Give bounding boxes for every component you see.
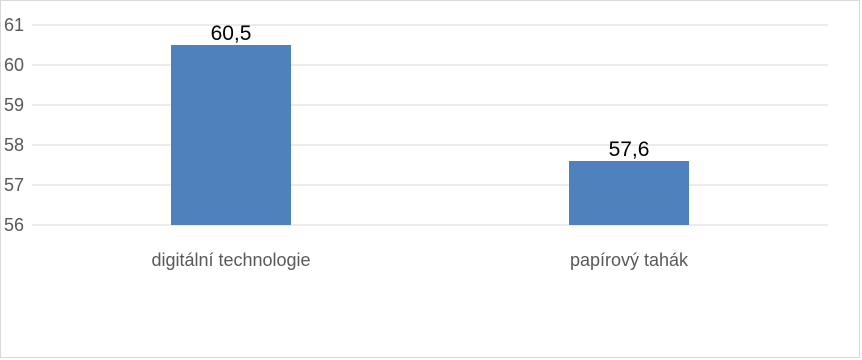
category-label-2: papírový tahák xyxy=(570,250,689,270)
bar-1 xyxy=(171,45,291,225)
y-tick-label-57: 57 xyxy=(4,175,24,195)
bars xyxy=(171,45,689,225)
y-axis-tick-labels: 56 57 58 59 60 61 xyxy=(4,15,24,235)
y-tick-label-61: 61 xyxy=(4,15,24,35)
category-labels: digitální technologie papírový tahák xyxy=(151,250,689,270)
category-label-1: digitální technologie xyxy=(151,250,310,270)
y-tick-label-59: 59 xyxy=(4,95,24,115)
gridlines xyxy=(32,24,828,226)
y-tick-label-56: 56 xyxy=(4,215,24,235)
bar-2 xyxy=(569,161,689,225)
data-labels: 60,5 57,6 xyxy=(211,22,650,161)
data-label-1: 60,5 xyxy=(211,22,252,45)
y-tick-label-58: 58 xyxy=(4,135,24,155)
data-label-2: 57,6 xyxy=(609,138,650,161)
y-tick-label-60: 60 xyxy=(4,55,24,75)
